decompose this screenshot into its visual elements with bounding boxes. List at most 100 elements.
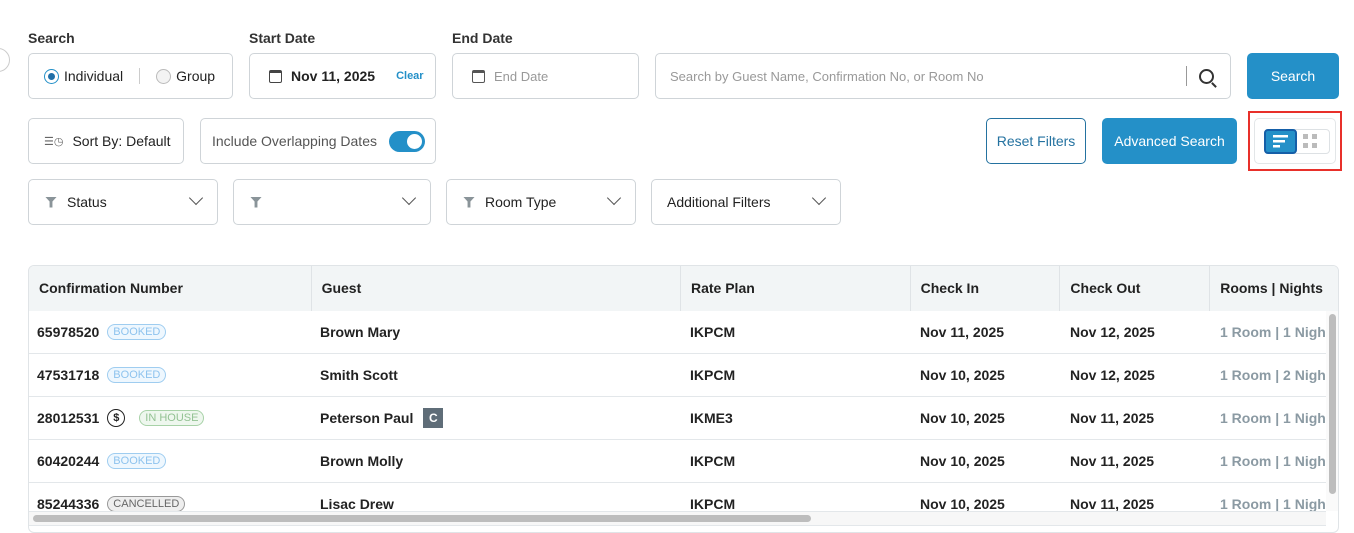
radio-individual[interactable]: Individual [44, 68, 123, 84]
grid-icon [1303, 134, 1317, 148]
confirmation-number[interactable]: 28012531 [37, 410, 100, 426]
overlap-toggle[interactable] [389, 130, 425, 152]
col-check-out[interactable]: Check Out [1060, 266, 1211, 311]
confirmation-number[interactable]: 65978520 [37, 324, 100, 340]
check-in-cell: Nov 11, 2025 [920, 324, 1005, 340]
calendar-icon [472, 69, 485, 83]
guest-name: Peterson Paul [320, 410, 414, 426]
divider [139, 68, 141, 84]
confirmation-number[interactable]: 85244336 [37, 496, 100, 512]
rate-plan-cell: IKPCM [690, 496, 736, 512]
additional-filters-dropdown[interactable]: Additional Filters [651, 179, 841, 225]
start-date-field[interactable]: Nov 11, 2025 Clear [249, 53, 436, 99]
sort-clock-icon: ☰◷ [44, 135, 64, 148]
guest-search-input[interactable]: Search by Guest Name, Confirmation No, o… [655, 53, 1231, 99]
rooms-nights-cell: 1 Room | 1 Night [1220, 496, 1326, 512]
search-button[interactable]: Search [1247, 53, 1339, 99]
table-row[interactable]: 47531718 BOOKED Smith Scott IKPCM Nov 10,… [29, 354, 1326, 397]
guest-cell: Brown Mary [312, 311, 682, 353]
col-rate-plan[interactable]: Rate Plan [681, 266, 911, 311]
confirmation-number[interactable]: 60420244 [37, 453, 100, 469]
search-icon[interactable] [1199, 68, 1217, 88]
guest-cell: Peterson Paul C [312, 397, 682, 439]
confirmation-cell: 28012531 $ IN HOUSE [29, 397, 312, 439]
rooms-nights-cell: 1 Room | 1 Night [1220, 324, 1326, 340]
chevron-down-icon [606, 190, 622, 206]
guest-name: Smith Scott [320, 367, 398, 383]
confirmation-cell: 85244336 CANCELLED [29, 483, 312, 525]
status-badge: BOOKED [107, 324, 167, 340]
col-check-in[interactable]: Check In [911, 266, 1061, 311]
table-header: Confirmation Number Guest Rate Plan Chec… [29, 266, 1338, 311]
room-type-filter[interactable]: Room Type [446, 179, 636, 225]
dollar-icon: $ [107, 409, 126, 427]
list-view-button[interactable] [1264, 129, 1297, 154]
overlap-toggle-box: Include Overlapping Dates [200, 118, 436, 164]
status-badge: BOOKED [107, 453, 167, 469]
radio-icon [156, 68, 172, 84]
confirmation-cell: 47531718 BOOKED [29, 354, 312, 396]
table-row[interactable]: 60420244 BOOKED Brown Molly IKPCM Nov 10,… [29, 440, 1326, 483]
rooms-nights-cell: 1 Room | 2 Night [1220, 367, 1326, 383]
check-out-cell: Nov 11, 2025 [1070, 496, 1155, 512]
sort-button[interactable]: ☰◷ Sort By: Default [28, 118, 184, 164]
chevron-down-icon [188, 190, 204, 206]
grid-view-button[interactable] [1303, 134, 1317, 148]
confirmation-cell: 65978520 BOOKED [29, 311, 312, 353]
guest-cell: Smith Scott [312, 354, 682, 396]
status-badge: CANCELLED [107, 496, 186, 512]
confirmation-number[interactable]: 47531718 [37, 367, 100, 383]
col-guest[interactable]: Guest [312, 266, 681, 311]
collapsed-panel-handle[interactable] [0, 48, 10, 72]
guest-cell: Brown Molly [312, 440, 682, 482]
guest-name: Lisac Drew [320, 496, 394, 512]
confirmation-cell: 60420244 BOOKED [29, 440, 312, 482]
reset-filters-button[interactable]: Reset Filters [986, 118, 1086, 164]
check-in-cell: Nov 10, 2025 [920, 410, 1005, 426]
check-out-cell: Nov 11, 2025 [1070, 453, 1155, 469]
col-confirmation[interactable]: Confirmation Number [29, 266, 312, 311]
table-row[interactable]: 65978520 BOOKED Brown Mary IKPCM Nov 11, … [29, 311, 1326, 354]
start-date-label: Start Date [249, 30, 316, 46]
filter-icon [250, 196, 262, 208]
vertical-scrollbar-track [1326, 311, 1338, 511]
table-row[interactable]: 85244336 CANCELLED Lisac Drew IKPCM Nov 1… [29, 483, 1326, 526]
col-rooms-nights[interactable]: Rooms | Nights [1220, 280, 1323, 296]
filter-icon [45, 196, 57, 208]
end-date-label: End Date [452, 30, 513, 46]
status-filter[interactable]: Status [28, 179, 218, 225]
guest-cell: Lisac Drew [312, 483, 682, 525]
list-icon [1273, 135, 1288, 148]
horizontal-scrollbar-track [29, 511, 1326, 525]
table-row[interactable]: 28012531 $ IN HOUSE Peterson Paul C IKME3 N… [29, 397, 1326, 440]
rate-plan-cell: IKPCM [690, 453, 736, 469]
radio-group[interactable]: Group [156, 68, 215, 84]
view-toggle [1254, 118, 1336, 164]
rate-plan-cell: IKME3 [690, 410, 733, 426]
check-out-cell: Nov 11, 2025 [1070, 410, 1155, 426]
vertical-scrollbar-thumb[interactable] [1329, 314, 1336, 494]
guest-name: Brown Mary [320, 324, 401, 340]
clear-date-button[interactable]: Clear [396, 70, 424, 82]
guest-shield-badge-icon: C [423, 408, 444, 428]
check-out-cell: Nov 12, 2025 [1070, 324, 1155, 340]
check-out-cell: Nov 12, 2025 [1070, 367, 1155, 383]
divider [1186, 66, 1187, 86]
view-toggle-highlight [1248, 111, 1342, 171]
reservations-table: Confirmation Number Guest Rate Plan Chec… [28, 265, 1339, 533]
status-badge: IN HOUSE [139, 410, 205, 426]
search-type-group: Individual Group [28, 53, 233, 99]
filter-icon [463, 196, 475, 208]
rate-plan-cell: IKPCM [690, 324, 736, 340]
check-in-cell: Nov 10, 2025 [920, 453, 1005, 469]
search-label: Search [28, 30, 75, 46]
check-in-cell: Nov 10, 2025 [920, 496, 1005, 512]
end-date-field[interactable]: End Date [452, 53, 639, 99]
chevron-down-icon [401, 190, 417, 206]
calendar-icon [269, 69, 282, 83]
advanced-search-button[interactable]: Advanced Search [1102, 118, 1237, 164]
rooms-nights-cell: 1 Room | 1 Night [1220, 453, 1326, 469]
radio-icon [44, 68, 59, 84]
horizontal-scrollbar-thumb[interactable] [33, 515, 811, 522]
filter-dropdown[interactable] [233, 179, 431, 225]
